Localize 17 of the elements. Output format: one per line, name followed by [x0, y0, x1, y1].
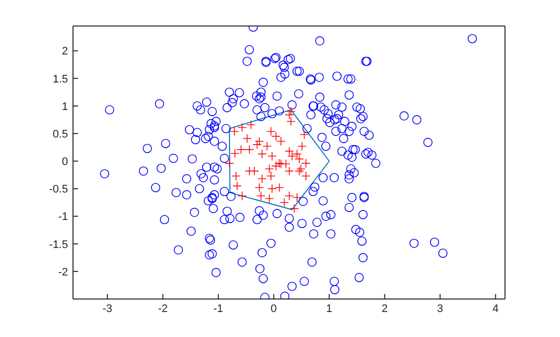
x-tick-label: -3 [102, 302, 112, 315]
x-tick-label: -2 [158, 302, 168, 315]
x-tick-label: 1 [326, 302, 332, 315]
y-tick-label: -2 [58, 266, 68, 278]
y-tick-label: -1 [58, 211, 68, 224]
y-tick-label: 2 [62, 46, 68, 58]
x-tick-label: 4 [492, 302, 499, 315]
y-tick-label: 1.5 [52, 73, 68, 86]
y-tick-label: -1.5 [49, 238, 68, 251]
x-tick-label: 3 [437, 302, 444, 315]
y-tick-label: -0.5 [49, 184, 68, 196]
x-tick-label: 2 [382, 302, 388, 315]
x-tick-label: 0 [270, 302, 277, 315]
y-tick-label: 1 [62, 100, 68, 113]
y-tick-label: 0.5 [52, 128, 68, 140]
y-tick-label: 0 [62, 156, 68, 168]
x-tick-label: -1 [213, 302, 224, 315]
